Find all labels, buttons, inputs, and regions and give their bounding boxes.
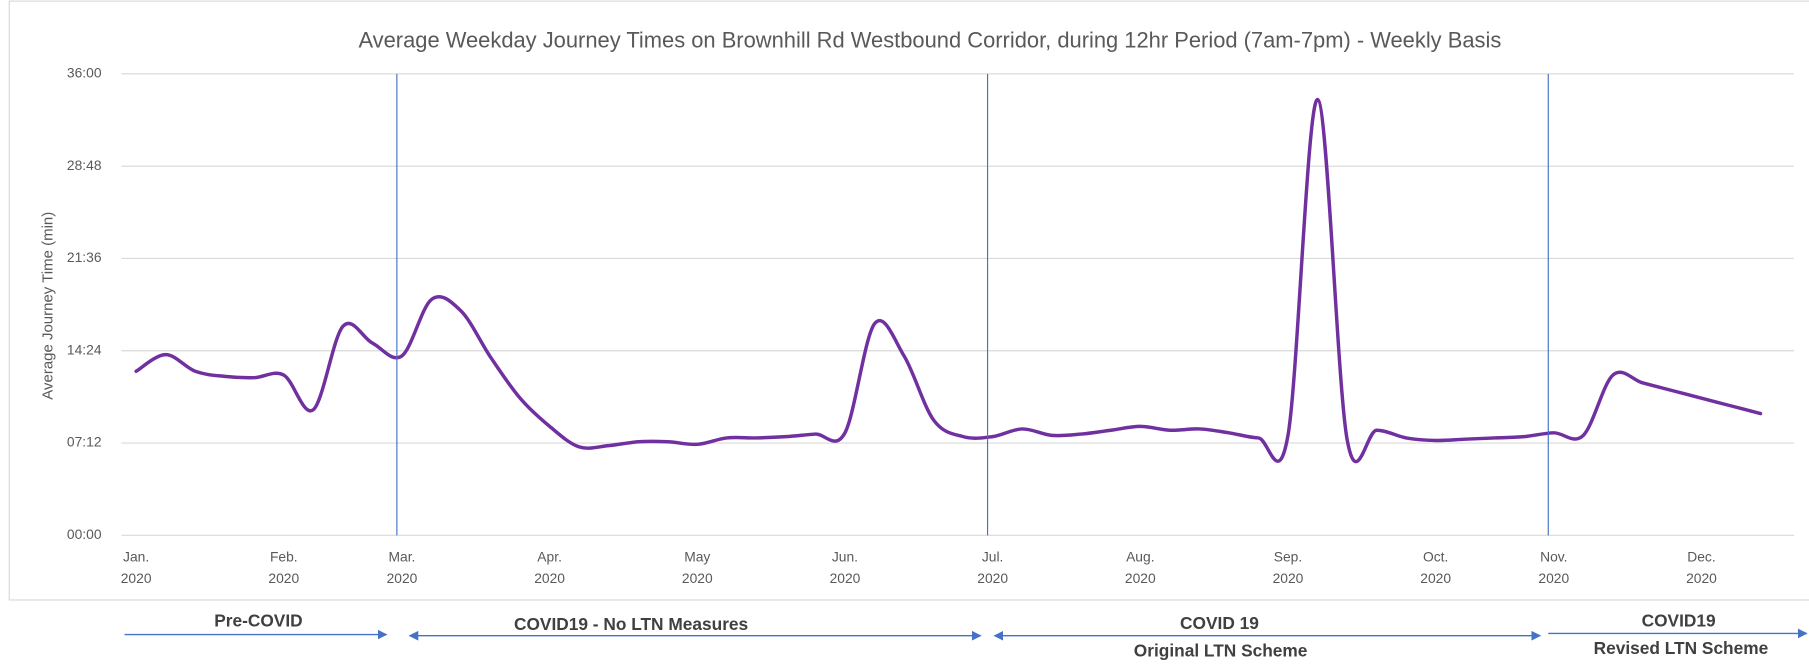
x-tick-label: May 2020 <box>682 548 713 586</box>
x-tick-label: Dec. 2020 <box>1686 548 1717 586</box>
phase-label: COVID19 - No LTN Measures <box>514 614 748 634</box>
y-tick-label: 21:36 <box>67 249 102 265</box>
x-tick-label: Jan. 2020 <box>121 548 152 586</box>
plot-area: 00:00 07:12 14:24 21:36 28:48 36:00 Jan. 2020 Fe… <box>67 64 1795 586</box>
y-tick-label: 07:12 <box>67 434 102 450</box>
x-tick-label: Aug. 2020 <box>1125 548 1156 586</box>
y-tick-label: 00:00 <box>67 526 102 542</box>
x-tick-label: Jun. 2020 <box>830 548 861 586</box>
y-tick-label: 28:48 <box>67 157 102 173</box>
x-tick-label: Apr. 2020 <box>534 548 565 586</box>
chart-title: Average Weekday Journey Times on Brownhi… <box>358 27 1501 52</box>
y-axis-label: Average Journey Time (min) <box>39 212 56 400</box>
y-tick-label: 36:00 <box>67 64 102 80</box>
phase-label: Original LTN Scheme <box>1134 640 1308 660</box>
chart-border <box>8 0 1809 601</box>
phase-label: Pre-COVID <box>214 610 302 630</box>
x-tick-label: Sep. 2020 <box>1273 548 1304 586</box>
phase-label: COVID19 <box>1642 610 1716 630</box>
x-tick-label: Jul. 2020 <box>977 548 1008 586</box>
phase-label: COVID 19 <box>1180 613 1259 633</box>
series-line <box>134 97 1763 464</box>
y-tick-label: 14:24 <box>67 341 102 357</box>
x-tick-label: Nov. 2020 <box>1538 548 1569 586</box>
x-tick-label: Feb. 2020 <box>268 548 299 586</box>
x-tick-label: Oct. 2020 <box>1420 548 1451 586</box>
x-tick-label: Mar. 2020 <box>387 548 418 586</box>
phase-label: Revised LTN Scheme <box>1594 638 1769 658</box>
